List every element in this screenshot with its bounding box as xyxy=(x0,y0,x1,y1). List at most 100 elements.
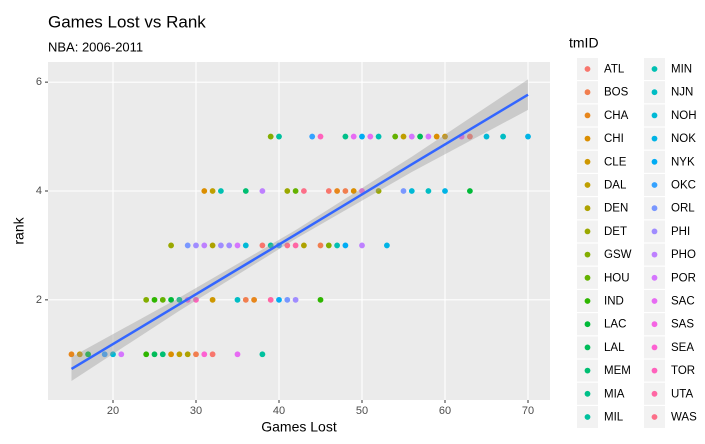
point xyxy=(267,133,274,140)
point xyxy=(101,351,108,358)
point xyxy=(184,242,191,249)
point xyxy=(184,351,191,358)
point xyxy=(375,133,382,140)
point xyxy=(143,296,150,303)
point xyxy=(168,296,174,303)
trend-line xyxy=(70,93,529,371)
x-axis-label: Games Lost xyxy=(261,419,337,435)
legend-swatch xyxy=(651,158,658,165)
legend-label: LAC xyxy=(604,319,626,331)
legend-label: PHI xyxy=(671,226,690,238)
point xyxy=(425,188,432,194)
legend-label: IND xyxy=(604,296,624,308)
legend-swatch xyxy=(584,251,591,258)
point xyxy=(284,296,291,303)
legend-swatch xyxy=(584,135,591,142)
point xyxy=(201,188,208,194)
legend-label: ORL xyxy=(671,203,695,215)
point xyxy=(201,351,208,358)
point xyxy=(359,242,365,249)
legend-swatch xyxy=(584,344,591,351)
point xyxy=(234,296,241,303)
legend-label: MIL xyxy=(604,412,624,424)
legend-swatch xyxy=(651,66,658,72)
point xyxy=(217,188,224,194)
point xyxy=(342,133,349,140)
point xyxy=(400,188,407,194)
point xyxy=(76,351,83,358)
legend-label: CHA xyxy=(604,110,629,122)
point xyxy=(284,242,291,249)
point xyxy=(168,242,174,249)
point xyxy=(193,351,199,358)
legend-label: DEN xyxy=(604,203,628,215)
point xyxy=(408,188,415,194)
legend-swatch xyxy=(651,89,658,96)
legend-label: TOR xyxy=(671,365,695,377)
legend-label: ATL xyxy=(604,64,625,76)
legend-label: GSW xyxy=(604,249,632,261)
x-tick-label: 20 xyxy=(107,405,119,417)
point xyxy=(209,188,216,194)
point xyxy=(259,242,266,249)
point xyxy=(417,133,424,140)
x-tick-label: 30 xyxy=(190,405,202,417)
point xyxy=(251,296,257,303)
legend-label: SAS xyxy=(671,319,694,331)
chart-subtitle: NBA: 2006-2011 xyxy=(48,39,143,54)
y-tick-label: 6 xyxy=(36,76,42,88)
legend-label: UTA xyxy=(671,388,693,400)
legend-label: SAC xyxy=(671,296,695,308)
point xyxy=(193,242,199,249)
legend-label: NOH xyxy=(671,110,697,122)
point xyxy=(276,133,282,140)
point xyxy=(151,351,158,358)
point xyxy=(350,188,357,194)
point xyxy=(392,133,399,140)
legend-swatch xyxy=(584,367,591,374)
point xyxy=(110,351,116,358)
legend-label: DAL xyxy=(604,180,627,192)
point xyxy=(342,242,349,249)
legend-swatch xyxy=(584,158,591,165)
legend-swatch xyxy=(651,344,658,351)
point xyxy=(242,242,249,249)
point xyxy=(217,242,224,249)
point xyxy=(151,296,158,303)
point xyxy=(176,296,183,303)
point xyxy=(325,188,332,194)
legend-label: NJN xyxy=(671,87,693,99)
legend-swatch xyxy=(651,321,658,328)
confidence-band xyxy=(71,79,529,381)
point xyxy=(276,296,282,303)
point xyxy=(433,133,440,140)
point xyxy=(400,133,407,140)
point xyxy=(234,351,241,358)
legend-label: PHO xyxy=(671,249,696,261)
point xyxy=(309,133,316,140)
legend-label: WAS xyxy=(671,412,697,424)
x-tick-label: 60 xyxy=(439,405,451,417)
point xyxy=(317,296,324,303)
legend-swatch xyxy=(584,66,591,72)
point xyxy=(367,133,374,140)
legend-swatch xyxy=(584,182,591,188)
point xyxy=(118,351,125,358)
y-tick-label: 4 xyxy=(36,185,42,197)
point xyxy=(159,296,166,303)
legend-swatch xyxy=(584,274,591,281)
x-tick-label: 50 xyxy=(356,405,368,417)
legend-label: NYK xyxy=(671,156,695,168)
x-tick-label: 40 xyxy=(273,405,285,417)
plot-panel xyxy=(48,62,550,400)
point xyxy=(292,188,299,194)
point xyxy=(408,133,415,140)
point xyxy=(226,242,233,249)
point xyxy=(300,188,307,194)
y-axis-label: rank xyxy=(11,216,27,244)
legend-swatch xyxy=(651,251,658,258)
point xyxy=(85,351,91,358)
point xyxy=(325,242,332,249)
point xyxy=(267,242,274,249)
point xyxy=(442,188,448,194)
